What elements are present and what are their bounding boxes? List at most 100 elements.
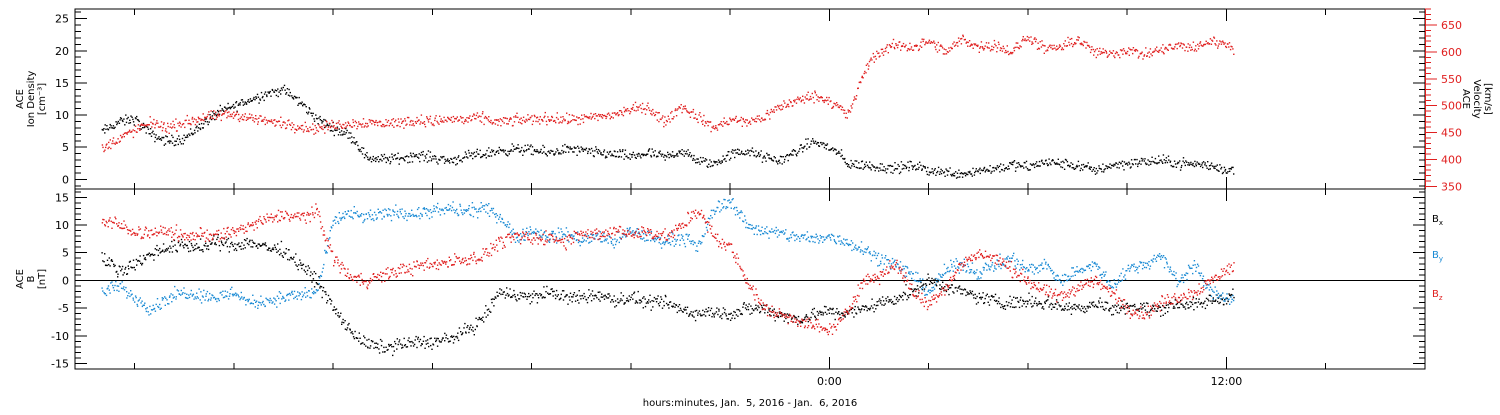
data-point <box>709 159 710 160</box>
data-point <box>1070 39 1071 40</box>
data-point <box>508 123 509 124</box>
data-point <box>474 152 475 153</box>
data-point <box>1158 155 1159 156</box>
data-point <box>1105 168 1106 169</box>
data-point <box>301 268 302 269</box>
data-point <box>1097 48 1098 49</box>
data-point <box>944 176 945 177</box>
data-point <box>491 302 492 303</box>
data-point <box>238 242 239 243</box>
data-point <box>965 175 966 176</box>
data-point <box>512 151 513 152</box>
data-point <box>561 122 562 123</box>
data-point <box>854 309 855 310</box>
data-point <box>384 209 385 210</box>
data-point <box>1037 49 1038 50</box>
data-point <box>719 161 720 162</box>
data-point <box>1135 159 1136 160</box>
data-point <box>1144 54 1145 55</box>
data-point <box>822 97 823 98</box>
data-point <box>554 153 555 154</box>
data-point <box>362 342 363 343</box>
data-point <box>949 167 950 168</box>
data-point <box>1059 44 1060 45</box>
data-point <box>189 297 190 298</box>
data-point <box>1154 51 1155 52</box>
data-point <box>565 236 566 237</box>
data-point <box>716 307 717 308</box>
data-point <box>757 155 758 156</box>
data-point <box>1014 307 1015 308</box>
left-axis-tick-label: 0 <box>62 173 69 186</box>
data-point <box>495 123 496 124</box>
data-point <box>621 156 622 157</box>
data-point <box>1207 42 1208 43</box>
data-point <box>386 125 387 126</box>
data-point <box>932 171 933 172</box>
data-point <box>669 157 670 158</box>
data-point <box>598 114 599 115</box>
data-point <box>914 165 915 166</box>
data-point <box>951 175 952 176</box>
data-point <box>418 157 419 158</box>
data-point <box>640 104 641 105</box>
data-point <box>377 343 378 344</box>
data-point <box>202 251 203 252</box>
data-point <box>885 303 886 304</box>
data-point <box>181 239 182 240</box>
data-point <box>191 133 192 134</box>
data-point <box>574 292 575 293</box>
data-point <box>272 123 273 124</box>
data-point <box>624 154 625 155</box>
data-point <box>134 267 135 268</box>
data-point <box>182 292 183 293</box>
data-point <box>479 208 480 209</box>
data-point <box>500 294 501 295</box>
data-point <box>174 127 175 128</box>
data-point <box>256 98 257 99</box>
data-point <box>370 120 371 121</box>
data-point <box>870 58 871 59</box>
data-point <box>991 295 992 296</box>
data-point <box>1119 57 1120 58</box>
data-point <box>864 164 865 165</box>
data-point <box>760 311 761 312</box>
data-point <box>224 297 225 298</box>
data-point <box>296 295 297 296</box>
data-point <box>1186 302 1187 303</box>
data-point <box>572 115 573 116</box>
data-point <box>613 117 614 118</box>
data-point <box>280 117 281 118</box>
data-point <box>231 116 232 117</box>
data-point <box>920 42 921 43</box>
data-point <box>117 274 118 275</box>
data-point <box>238 296 239 297</box>
data-point <box>183 287 184 288</box>
data-point <box>1116 167 1117 168</box>
data-point <box>758 152 759 153</box>
data-point <box>742 314 743 315</box>
data-point <box>815 317 816 318</box>
data-point <box>1105 308 1106 309</box>
data-point <box>195 124 196 125</box>
data-point <box>895 43 896 44</box>
data-point <box>1053 307 1054 308</box>
data-point <box>313 113 314 114</box>
data-point <box>756 121 757 122</box>
data-point <box>941 286 942 287</box>
data-point <box>1068 42 1069 43</box>
data-point <box>1176 167 1177 168</box>
data-point <box>526 120 527 121</box>
data-point <box>154 254 155 255</box>
data-point <box>1053 45 1054 46</box>
data-point <box>604 149 605 150</box>
data-point <box>938 42 939 43</box>
data-point <box>488 309 489 310</box>
data-point <box>356 128 357 129</box>
data-point <box>1119 162 1120 163</box>
data-point <box>374 122 375 123</box>
data-point <box>477 326 478 327</box>
data-point <box>624 111 625 112</box>
data-point <box>318 124 319 125</box>
data-point <box>637 109 638 110</box>
